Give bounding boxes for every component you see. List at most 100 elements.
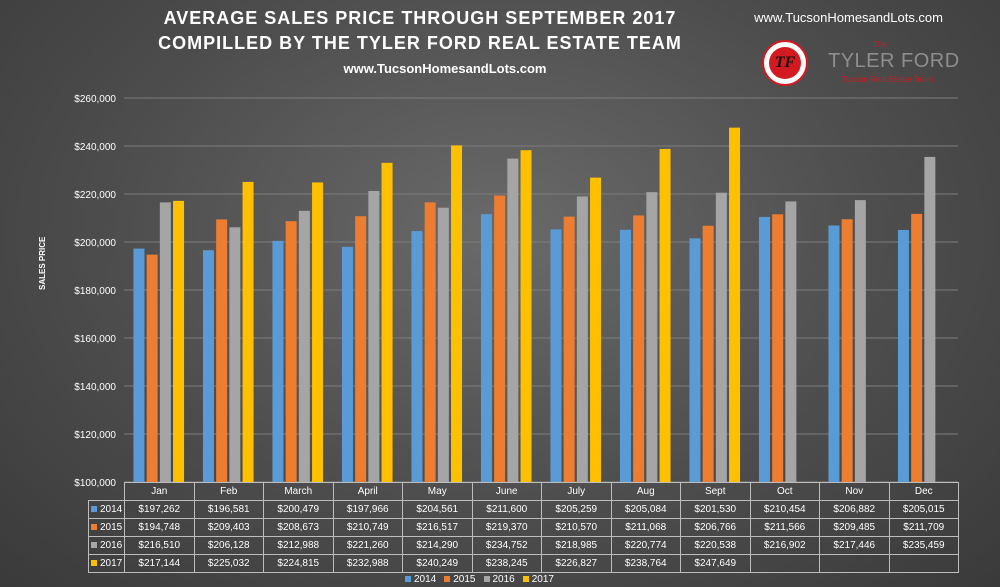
y-tick-label: $260,000 <box>74 94 116 105</box>
logo-name-text: TYLER FORD <box>828 50 960 72</box>
bar-2016-nov <box>854 200 866 483</box>
data-label: $219,370 <box>471 518 542 537</box>
logo-the-text: The <box>873 40 887 49</box>
legend-swatch-icon <box>522 576 529 583</box>
bar-2014-sept <box>689 238 701 482</box>
bar-2016-jan <box>159 202 171 482</box>
legend-swatch-icon <box>405 576 411 583</box>
bar-2014-oct <box>758 216 770 482</box>
data-label: $216,902 <box>749 536 820 555</box>
bar-2015-june <box>494 195 506 482</box>
data-label: $238,245 <box>471 554 542 573</box>
data-label: $247,649 <box>680 554 751 573</box>
data-label: $211,068 <box>610 518 681 537</box>
bar-2014-june <box>480 214 492 482</box>
bar-2015-jan <box>146 254 158 482</box>
data-label: $200,479 <box>263 500 334 519</box>
data-label: $210,570 <box>541 518 612 537</box>
bar-2015-aug <box>633 215 645 482</box>
data-label: $221,260 <box>332 536 403 555</box>
bar-2014-march <box>272 240 284 482</box>
bar-2016-april <box>368 190 380 482</box>
x-tick-label: May <box>402 482 473 501</box>
row-series-label: 2015 <box>88 518 125 537</box>
chart-title-line-2: COMPILLED BY THE TYLER FORD REAL ESTATE … <box>158 33 682 53</box>
data-label: $211,566 <box>749 518 820 537</box>
bar-2017-march <box>312 182 324 482</box>
data-label: $196,581 <box>193 500 264 519</box>
data-label: $205,084 <box>610 500 681 519</box>
website-url[interactable]: www.TucsonHomesandLots.com <box>754 10 943 25</box>
data-label: $209,485 <box>819 518 890 537</box>
bar-2015-july <box>563 216 575 482</box>
bar-2016-feb <box>229 227 241 482</box>
legend: 2014 2015 2016 2017 <box>405 574 562 585</box>
y-tick-label: $120,000 <box>74 430 116 441</box>
data-label: $206,766 <box>680 518 751 537</box>
bar-2014-april <box>341 246 353 482</box>
bar-2017-jan <box>173 200 185 482</box>
bar-2016-oct <box>785 201 797 483</box>
row-series-label: 2017 <box>88 554 125 573</box>
legend-swatch-icon <box>483 576 490 583</box>
y-tick-label: $200,000 <box>74 238 116 249</box>
bar-2016-dec <box>924 156 936 482</box>
y-tick-label: $160,000 <box>74 334 116 345</box>
series-swatch-icon <box>91 506 97 513</box>
bar-2016-sept <box>715 192 727 482</box>
data-label: $210,749 <box>332 518 403 537</box>
legend-swatch-icon <box>444 576 451 583</box>
row-series-label: 2016 <box>88 536 125 555</box>
table-row: 2014 $197,262 $196,581 $200,479 $197,966 $204… <box>88 500 959 519</box>
data-label: $238,764 <box>610 554 681 573</box>
data-label: $205,015 <box>888 500 959 519</box>
data-label: $216,510 <box>124 536 195 555</box>
data-label: $194,748 <box>124 518 195 537</box>
subtitle-url[interactable]: www.TucsonHomesandLots.com <box>343 61 547 76</box>
legend-item: 2014 <box>405 574 436 585</box>
bar-2014-july <box>550 229 562 482</box>
bar-2014-dec <box>897 229 909 482</box>
x-tick-label: Nov <box>819 482 890 501</box>
data-label: $226,827 <box>541 554 612 573</box>
bar-2015-dec <box>911 213 923 482</box>
bar-2017-july <box>590 177 602 482</box>
bar-2017-aug <box>659 148 671 482</box>
x-tick-label: June <box>471 482 542 501</box>
bar-2014-aug <box>619 229 631 482</box>
x-tick-label: April <box>332 482 403 501</box>
x-tick-label: Dec <box>888 482 959 501</box>
y-tick-label: $180,000 <box>74 286 116 297</box>
bar-2016-march <box>298 210 310 482</box>
table-row: 2017 $217,144 $225,032 $224,815 $232,988 $240… <box>88 554 959 573</box>
bar-2015-april <box>355 216 367 482</box>
bar-2016-aug <box>646 192 658 482</box>
data-label <box>888 554 959 573</box>
bar-2015-oct <box>772 214 784 483</box>
data-label: $216,517 <box>402 518 473 537</box>
bar-2015-feb <box>216 219 228 482</box>
bar-2017-may <box>451 145 463 482</box>
data-label: $206,128 <box>193 536 264 555</box>
bar-2014-feb <box>202 250 214 482</box>
data-label: $210,454 <box>749 500 820 519</box>
table-corner-cell <box>88 482 125 501</box>
data-label: $211,600 <box>471 500 542 519</box>
bar-2015-march <box>285 221 297 482</box>
bar-2016-june <box>507 158 519 482</box>
data-label: $235,459 <box>888 536 959 555</box>
data-label: $220,774 <box>610 536 681 555</box>
bar-2014-nov <box>828 225 840 482</box>
x-tick-label: July <box>541 482 612 501</box>
data-label: $218,985 <box>541 536 612 555</box>
logo-monogram-icon: TF <box>762 40 808 86</box>
x-tick-label: Sept <box>680 482 751 501</box>
y-axis-label: SALES PRICE <box>38 236 47 290</box>
series-swatch-icon <box>91 542 97 549</box>
bar-2014-may <box>411 231 423 482</box>
x-tick-label: Aug <box>610 482 681 501</box>
data-label: $197,966 <box>332 500 403 519</box>
data-label: $234,752 <box>471 536 542 555</box>
data-table: Jan Feb March April May June July Aug Sept Oct Nov… <box>88 482 959 573</box>
